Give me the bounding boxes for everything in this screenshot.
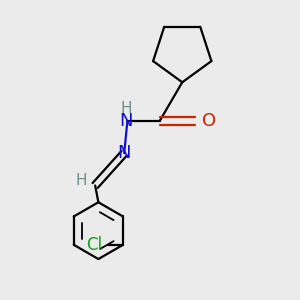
Text: H: H bbox=[76, 173, 87, 188]
Text: N: N bbox=[117, 144, 131, 162]
Text: O: O bbox=[202, 112, 216, 130]
Text: Cl: Cl bbox=[86, 236, 102, 254]
Text: H: H bbox=[121, 101, 132, 116]
Text: N: N bbox=[120, 112, 133, 130]
